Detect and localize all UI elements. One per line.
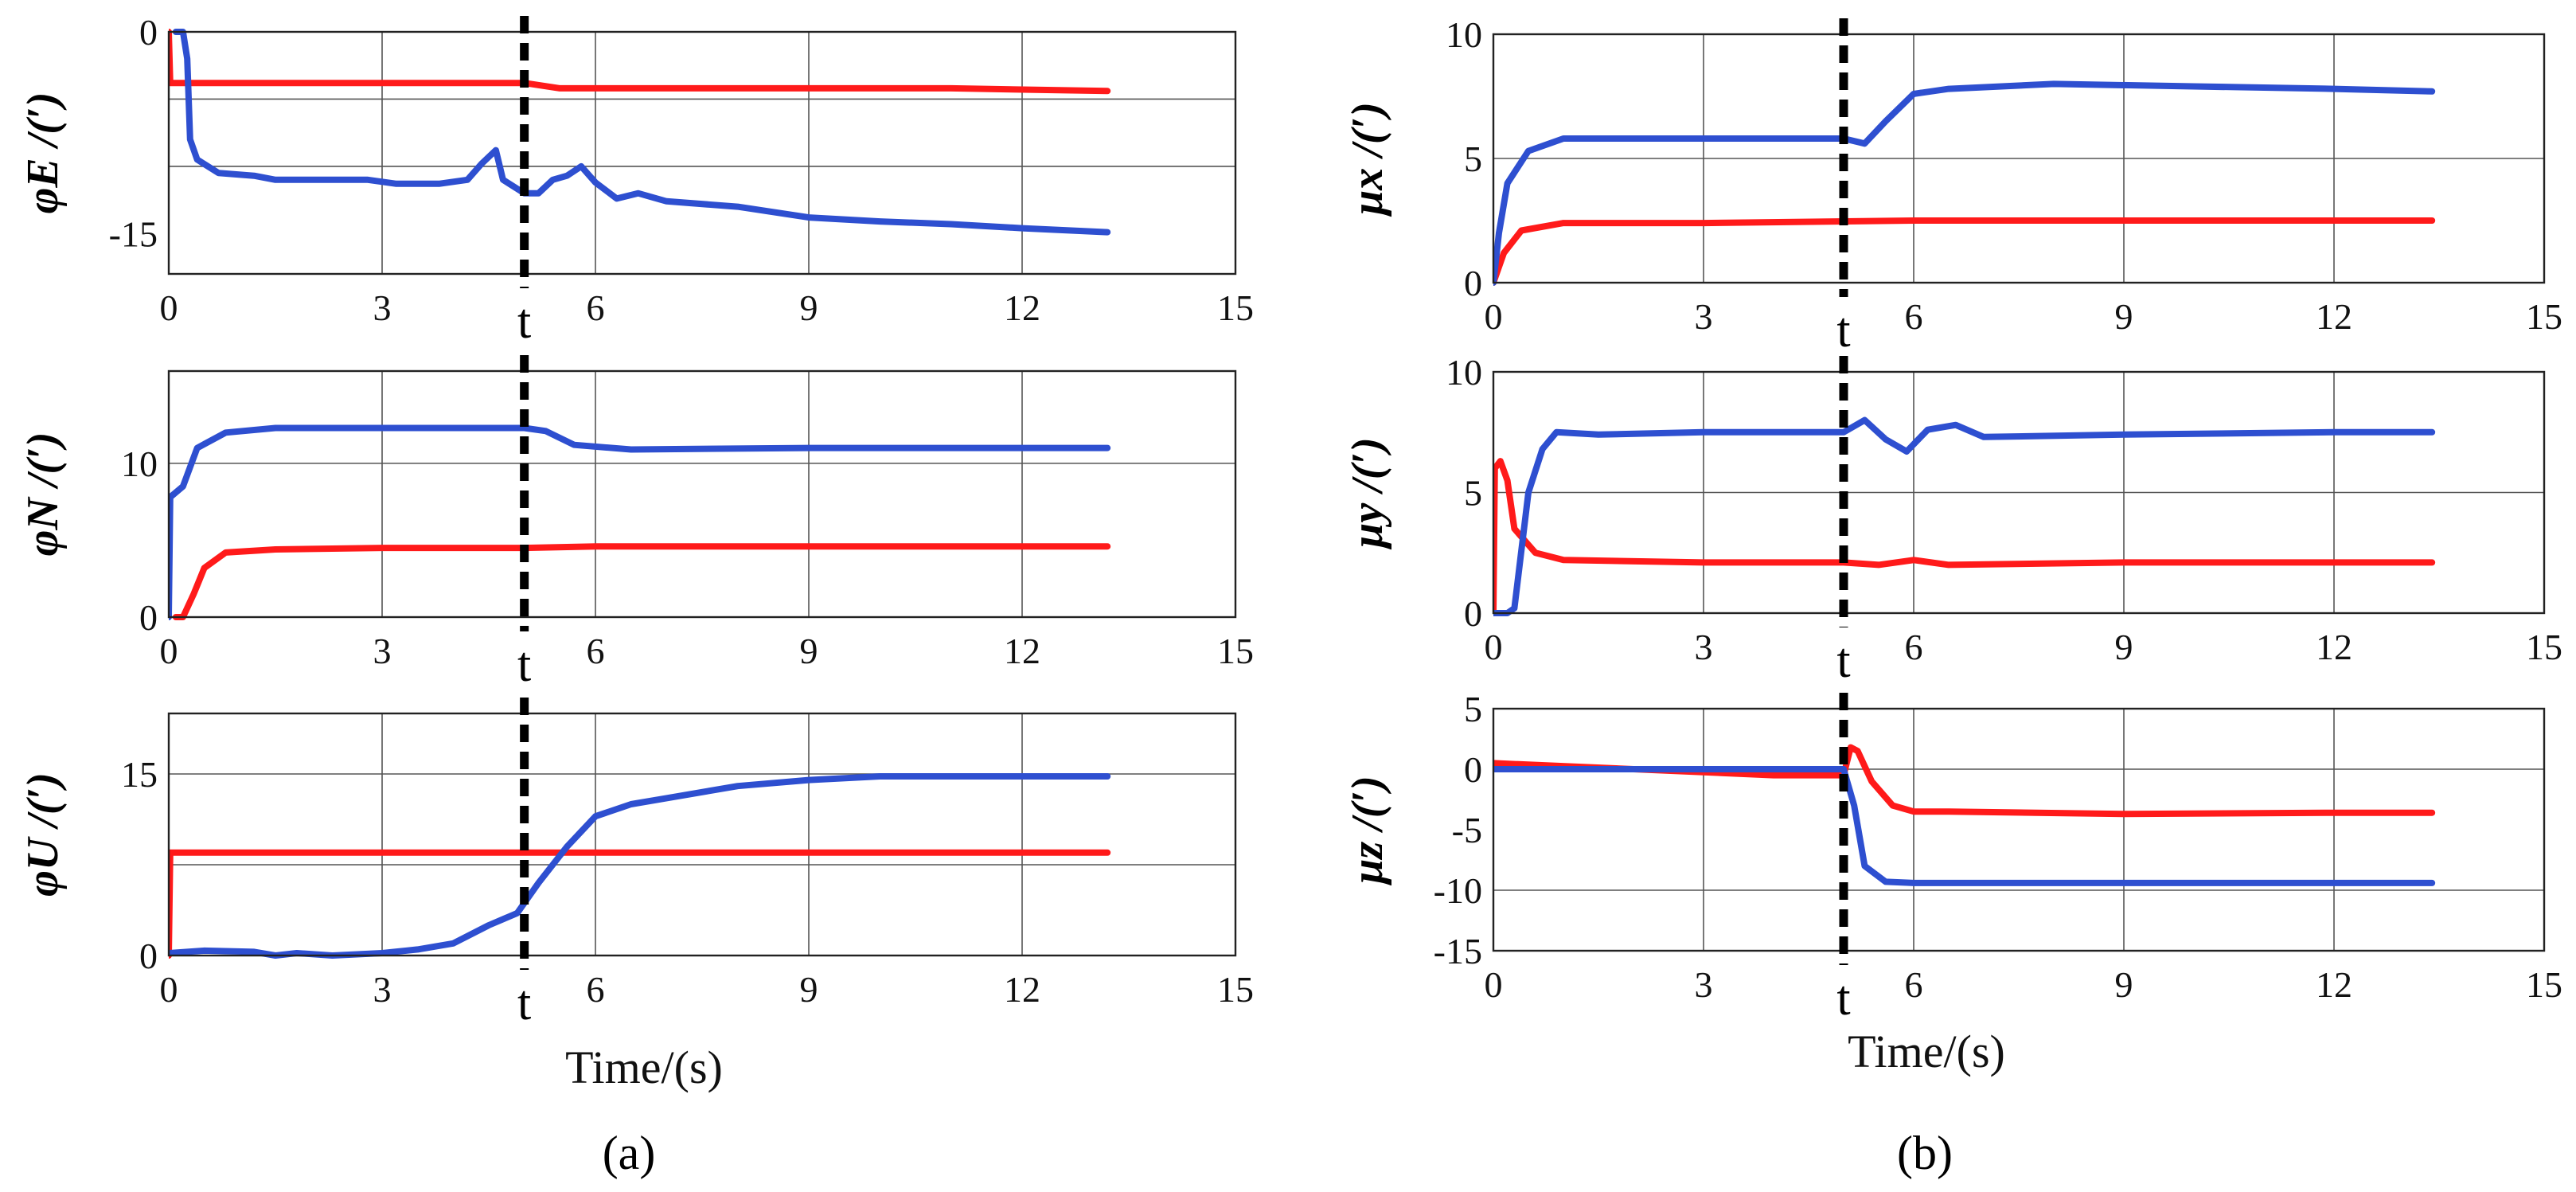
subplot-mux: 0 3 6 9 12 15 0 5 10 t μx /(′) bbox=[1343, 14, 2562, 358]
x-tick-label: 3 bbox=[373, 287, 392, 328]
y-axis-label: μx /(′) bbox=[1343, 102, 1392, 217]
x-tick-label: 9 bbox=[800, 631, 818, 671]
subplot-muy: 0 3 6 9 12 15 0 5 10 t μy /(′) bbox=[1343, 352, 2562, 688]
x-tick-label: 0 bbox=[160, 631, 178, 671]
x-tick-label: 0 bbox=[160, 287, 178, 328]
x-tick-label: 12 bbox=[2316, 964, 2352, 1005]
x-tick-label: 0 bbox=[160, 969, 178, 1010]
x-tick-label: 15 bbox=[1217, 969, 1254, 1010]
axes-frame bbox=[167, 30, 1237, 276]
series-red-line bbox=[1493, 217, 2436, 286]
x-tick-label: 6 bbox=[587, 287, 605, 328]
subplot-muz: 0 3 6 9 12 15 5 0 -5 -10 -15 t μz /(′) bbox=[1343, 689, 2562, 1026]
y-tick-label: 10 bbox=[121, 444, 158, 484]
series-blue-line bbox=[1493, 80, 2436, 286]
axes-frame bbox=[1492, 370, 2546, 615]
x-tick-label: 12 bbox=[1004, 969, 1040, 1010]
y-axis-label: φE /(′) bbox=[18, 92, 68, 214]
y-tick-label: -15 bbox=[109, 213, 158, 254]
x-tick-label: 15 bbox=[2526, 964, 2562, 1005]
y-tick-label: 0 bbox=[139, 936, 158, 976]
axes-frame bbox=[167, 369, 1237, 619]
x-tick-label: 3 bbox=[1695, 964, 1713, 1005]
x-tick-label: 12 bbox=[1004, 631, 1040, 671]
event-marker-label: t bbox=[1836, 634, 1850, 688]
y-axis-label: φN /(′) bbox=[18, 432, 68, 557]
panel-label-b: (b) bbox=[1897, 1127, 1953, 1179]
y-tick-label: 5 bbox=[1464, 689, 1482, 729]
series-blue-line bbox=[1493, 766, 2436, 886]
x-axis-label-b: Time/(s) bbox=[1848, 1026, 2005, 1077]
panel-label-a: (a) bbox=[603, 1127, 656, 1179]
axes-frame bbox=[1492, 707, 2546, 952]
x-tick-label: 6 bbox=[587, 969, 605, 1010]
y-tick-label: -15 bbox=[1434, 931, 1482, 971]
y-tick-label: 0 bbox=[139, 12, 158, 53]
axes-frame bbox=[1492, 33, 2546, 284]
y-tick-label: -5 bbox=[1452, 810, 1482, 850]
y-tick-label: 15 bbox=[121, 754, 158, 795]
x-tick-label: 6 bbox=[1905, 964, 1923, 1005]
x-axis-label-a: Time/(s) bbox=[565, 1042, 723, 1093]
x-tick-label: 9 bbox=[2115, 627, 2133, 667]
x-tick-label: 6 bbox=[1905, 627, 1923, 667]
event-marker-label: t bbox=[517, 638, 531, 692]
x-tick-label: 9 bbox=[800, 969, 818, 1010]
y-tick-label: 5 bbox=[1464, 139, 1482, 179]
x-tick-label: 6 bbox=[1905, 296, 1923, 337]
y-axis-label: μy /(′) bbox=[1343, 437, 1392, 550]
series-red-line bbox=[169, 849, 1111, 959]
y-axis-label: φU /(′) bbox=[18, 772, 68, 897]
x-tick-label: 0 bbox=[1485, 296, 1503, 337]
series-blue-line bbox=[172, 29, 1111, 236]
y-axis-label: μz /(′) bbox=[1343, 776, 1392, 886]
x-tick-label: 12 bbox=[2316, 627, 2352, 667]
x-tick-label: 15 bbox=[2526, 296, 2562, 337]
y-tick-label: 0 bbox=[1464, 263, 1482, 303]
y-tick-label: 10 bbox=[1446, 352, 1482, 393]
x-tick-label: 9 bbox=[2115, 964, 2133, 1005]
event-marker-label: t bbox=[517, 976, 531, 1030]
x-tick-label: 0 bbox=[1485, 627, 1503, 667]
event-marker-label: t bbox=[1836, 303, 1850, 358]
y-tick-label: 10 bbox=[1446, 14, 1482, 55]
series-blue-line bbox=[1493, 416, 2436, 616]
axes-frame bbox=[167, 712, 1237, 957]
y-tick-label: 0 bbox=[1464, 749, 1482, 790]
x-tick-label: 15 bbox=[2526, 627, 2562, 667]
subplot-phiN: 0 3 6 9 12 15 0 10 t φN /(′) bbox=[18, 355, 1254, 692]
y-tick-label: 5 bbox=[1464, 473, 1482, 514]
series-red-line bbox=[172, 543, 1111, 620]
x-tick-label: 15 bbox=[1217, 287, 1254, 328]
event-marker-label: t bbox=[1836, 971, 1850, 1026]
x-tick-label: 9 bbox=[2115, 296, 2133, 337]
x-tick-label: 3 bbox=[1695, 627, 1713, 667]
series-blue-line bbox=[169, 773, 1111, 959]
x-tick-label: 12 bbox=[2316, 296, 2352, 337]
series-red-line bbox=[1493, 744, 2436, 818]
x-tick-label: 12 bbox=[1004, 287, 1040, 328]
y-tick-label: -10 bbox=[1434, 870, 1482, 911]
x-tick-label: 15 bbox=[1217, 631, 1254, 671]
subplot-phiU: 0 3 6 9 12 15 0 15 t φU /(′) bbox=[18, 698, 1254, 1030]
series-blue-line bbox=[169, 424, 1111, 620]
y-tick-label: 0 bbox=[1464, 593, 1482, 634]
x-tick-label: 9 bbox=[800, 287, 818, 328]
x-tick-label: 3 bbox=[373, 631, 392, 671]
x-tick-label: 3 bbox=[1695, 296, 1713, 337]
series-red-line bbox=[1493, 458, 2436, 616]
event-marker-label: t bbox=[517, 295, 531, 349]
series-red-line bbox=[169, 29, 1111, 95]
x-tick-label: 6 bbox=[587, 631, 605, 671]
x-tick-label: 3 bbox=[373, 969, 392, 1010]
x-tick-label: 0 bbox=[1485, 964, 1503, 1005]
y-tick-label: 0 bbox=[139, 597, 158, 638]
